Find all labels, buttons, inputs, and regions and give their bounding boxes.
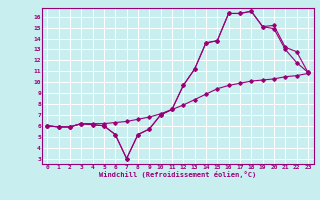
X-axis label: Windchill (Refroidissement éolien,°C): Windchill (Refroidissement éolien,°C) (99, 171, 256, 178)
